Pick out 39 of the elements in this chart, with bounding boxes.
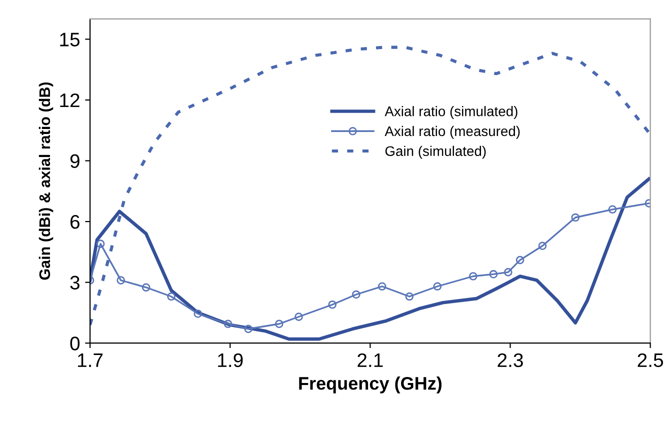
y-axis-title: Gain (dBi) & axial ratio (dB) [38, 82, 54, 280]
point [274, 320, 284, 328]
y-tick-label: 0 [70, 336, 80, 350]
point [167, 292, 176, 301]
point [489, 270, 498, 278]
y-tick-label: 3 [70, 276, 80, 290]
point [405, 292, 414, 301]
point [608, 205, 617, 214]
point [433, 282, 442, 291]
point [96, 240, 105, 248]
x-tick-label: 2.5 [638, 353, 664, 368]
point [142, 283, 150, 292]
point [328, 300, 337, 309]
x-axis-title: Frequency (GHz) [299, 376, 442, 394]
point [194, 310, 202, 318]
x-tick-label: 2.3 [498, 353, 523, 368]
point [504, 268, 512, 276]
point [516, 256, 524, 264]
point [571, 213, 580, 222]
point [468, 272, 478, 280]
legend-label: Axial ratio (measured) [384, 126, 520, 139]
x-tick-label: 1.9 [218, 353, 243, 368]
y-tick-label: 6 [70, 215, 80, 229]
point [244, 324, 252, 334]
line-series [90, 46, 650, 326]
y-tick-label: 15 [60, 32, 80, 46]
point [116, 276, 126, 284]
x-tick-label: 2.1 [358, 353, 383, 367]
legend-label: Gain (simulated) [385, 146, 486, 159]
line-series [90, 177, 650, 341]
legend-label: Axial ratio (simulated) [384, 106, 518, 119]
y-tick-label: 9 [70, 154, 80, 168]
point [538, 242, 547, 250]
x-tick-label: 1.7 [78, 354, 103, 367]
point [294, 312, 303, 321]
point [378, 282, 386, 291]
point [352, 290, 360, 299]
y-tick-label: 12 [60, 93, 80, 108]
point [224, 320, 232, 328]
